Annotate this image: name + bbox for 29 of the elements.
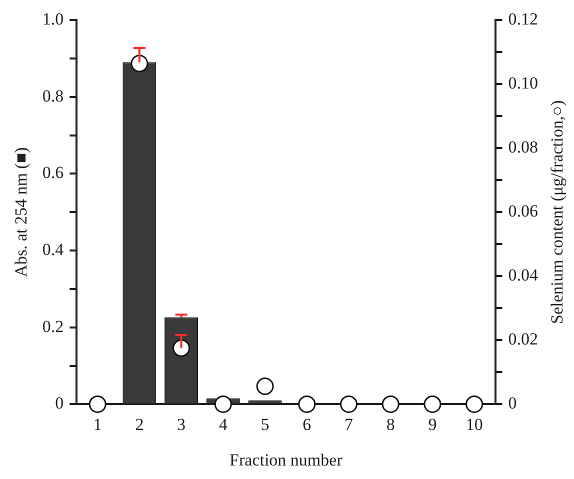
- x-tick-label: 9: [428, 414, 437, 434]
- point: [130, 54, 148, 72]
- y-tick-label: 0.2: [42, 316, 64, 336]
- x-tick-label: 1: [93, 414, 102, 434]
- x-tick-label: 6: [302, 414, 312, 434]
- x-tick-label: 8: [386, 414, 395, 434]
- x-tick-label: 3: [177, 414, 186, 434]
- y-tick-label: 0.4: [42, 240, 64, 259]
- y2-tick-label: 0.12: [508, 9, 538, 28]
- y2-tick-label: 0.10: [508, 74, 538, 92]
- x-tick-label: 5: [260, 414, 270, 434]
- x-tick-label: 4: [218, 414, 228, 434]
- y2-tick-label: 0.02: [508, 330, 538, 349]
- x-tick-label: 2: [135, 414, 144, 434]
- x-tick-label: 10: [466, 414, 483, 434]
- y-tick-label: 1.0: [42, 9, 64, 28]
- y2-axis-title: Selenium content (μg/fraction,○): [547, 100, 566, 324]
- x-tick-label: 7: [344, 414, 354, 434]
- y-axis-title: Abs. at 254 nm (■): [12, 147, 31, 277]
- point: [172, 339, 190, 357]
- y-tick-label: 0: [55, 394, 64, 413]
- y2-tick-label: 0.04: [508, 266, 538, 285]
- y2-tick-label: 0.06: [508, 202, 538, 221]
- x-axis-title: Fraction number: [230, 450, 343, 470]
- y-tick-label: 0.8: [42, 86, 64, 106]
- point: [214, 395, 232, 413]
- y-tick-label: 0.6: [42, 163, 64, 182]
- y2-tick-label: 0.08: [508, 138, 538, 157]
- y2-tick-label: 0: [508, 394, 517, 413]
